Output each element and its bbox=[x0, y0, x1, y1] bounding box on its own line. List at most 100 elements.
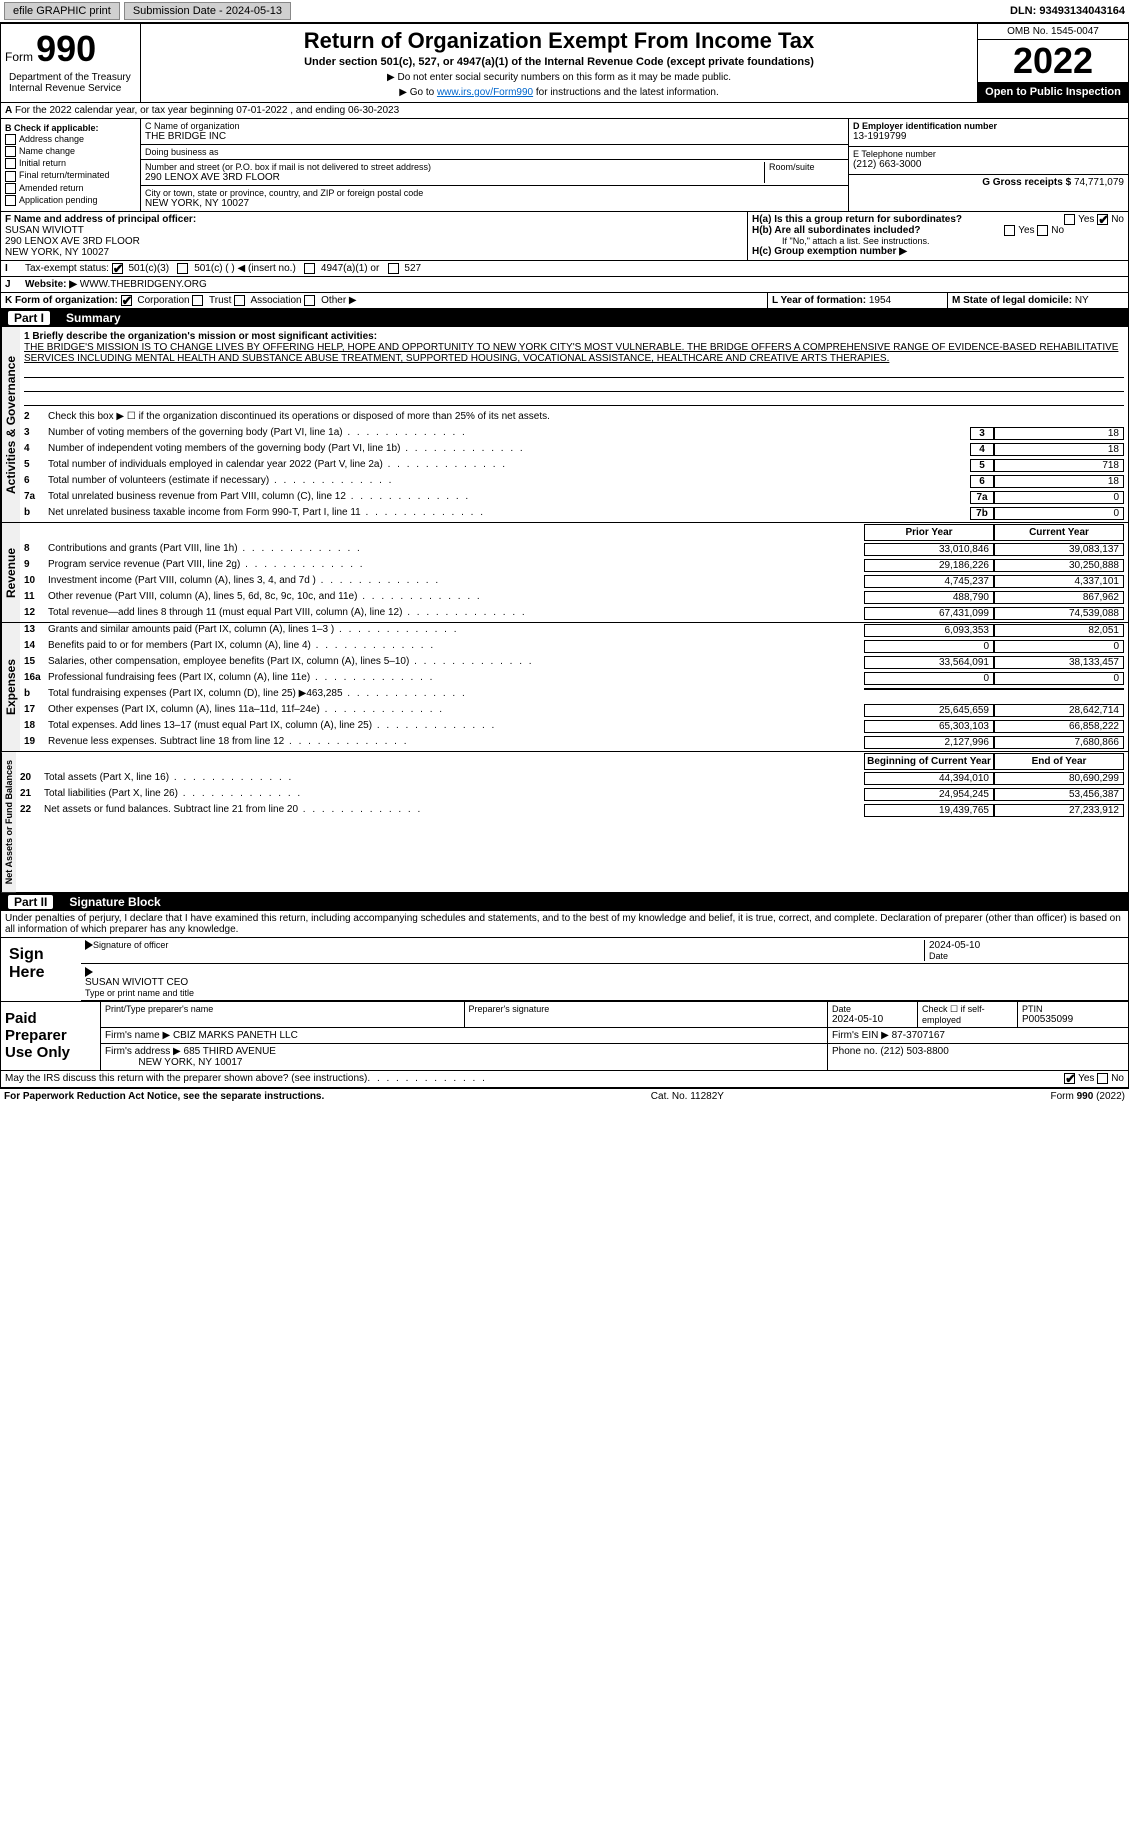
hb-note: If "No," attach a list. See instructions… bbox=[752, 236, 1124, 246]
addr-label: Number and street (or P.O. box if mail i… bbox=[145, 162, 764, 172]
chk-application-pending[interactable]: Application pending bbox=[5, 195, 136, 206]
phone-label: E Telephone number bbox=[853, 149, 1124, 159]
omb-number: OMB No. 1545-0047 bbox=[978, 24, 1128, 40]
penalties-text: Under penalties of perjury, I declare th… bbox=[0, 911, 1129, 938]
gross-receipts-value: 74,771,079 bbox=[1074, 177, 1124, 188]
self-employed-label: Check ☐ if self-employed bbox=[922, 1004, 1013, 1025]
year-formation-value: 1954 bbox=[869, 295, 891, 306]
chk-501c[interactable] bbox=[177, 263, 188, 274]
chk-other[interactable] bbox=[304, 295, 315, 306]
note2-pre: ▶ Go to bbox=[399, 87, 437, 98]
chk-amended-return[interactable]: Amended return bbox=[5, 183, 136, 194]
irs-link[interactable]: www.irs.gov/Form990 bbox=[437, 87, 533, 98]
row-i: I Tax-exempt status: 501(c)(3) 501(c) ( … bbox=[0, 261, 1129, 277]
may-irs-yes[interactable] bbox=[1064, 1073, 1075, 1084]
gov-line: 4Number of independent voting members of… bbox=[20, 442, 1128, 458]
box-deg: D Employer identification number 13-1919… bbox=[848, 119, 1128, 211]
open-to-public: Open to Public Inspection bbox=[978, 82, 1128, 102]
hb-label: H(b) Are all subordinates included? bbox=[752, 225, 921, 236]
footer-right: Form 990 (2022) bbox=[1051, 1091, 1126, 1102]
footer-left: For Paperwork Reduction Act Notice, see … bbox=[4, 1091, 324, 1102]
firm-phone-label: Phone no. bbox=[832, 1046, 878, 1057]
chk-corporation[interactable] bbox=[121, 295, 132, 306]
website-value: WWW.THEBRIDGENY.ORG bbox=[80, 279, 207, 290]
chk-527[interactable] bbox=[388, 263, 399, 274]
sig-officer-label: Signature of officer bbox=[93, 940, 924, 950]
submission-date-badge: Submission Date - 2024-05-13 bbox=[124, 2, 291, 20]
sign-here-label: Sign Here bbox=[1, 938, 81, 1001]
prep-date-label: Date bbox=[832, 1004, 913, 1014]
hdr-current-year: Current Year bbox=[994, 524, 1124, 541]
sig-name-label: Type or print name and title bbox=[85, 988, 1124, 998]
officer-addr1: 290 LENOX AVE 3RD FLOOR bbox=[5, 236, 743, 247]
part-2-header: Part II Signature Block bbox=[0, 893, 1129, 911]
hdr-beginning-year: Beginning of Current Year bbox=[864, 753, 994, 770]
officer-addr2: NEW YORK, NY 10027 bbox=[5, 247, 743, 258]
page-footer: For Paperwork Reduction Act Notice, see … bbox=[0, 1088, 1129, 1104]
box-c: C Name of organization THE BRIDGE INC Do… bbox=[141, 119, 848, 211]
mission-text: THE BRIDGE'S MISSION IS TO CHANGE LIVES … bbox=[24, 342, 1124, 364]
year-formation-label: L Year of formation: bbox=[772, 295, 866, 306]
chk-501c3[interactable] bbox=[112, 263, 123, 274]
hb-no-checkbox[interactable] bbox=[1037, 225, 1048, 236]
part-2-num: Part II bbox=[8, 895, 53, 909]
phone-value: (212) 663-3000 bbox=[853, 159, 1124, 170]
box-b-label: B Check if applicable: bbox=[5, 123, 136, 133]
chk-4947[interactable] bbox=[304, 263, 315, 274]
chk-initial-return[interactable]: Initial return bbox=[5, 158, 136, 169]
form-label: Form bbox=[5, 50, 33, 64]
row-j: J Website: ▶ WWW.THEBRIDGENY.ORG bbox=[0, 277, 1129, 293]
box-b: B Check if applicable: Address change Na… bbox=[1, 119, 141, 211]
form-number: 990 bbox=[36, 28, 96, 69]
chk-address-change[interactable]: Address change bbox=[5, 134, 136, 145]
ptin-label: PTIN bbox=[1022, 1004, 1124, 1014]
form-org-label: K Form of organization: bbox=[5, 295, 118, 306]
chk-association[interactable] bbox=[234, 295, 245, 306]
prep-name-label: Print/Type preparer's name bbox=[105, 1004, 460, 1014]
data-line: 21Total liabilities (Part X, line 26)24,… bbox=[16, 787, 1128, 803]
gov-line: 6Total number of volunteers (estimate if… bbox=[20, 474, 1128, 490]
net-assets-section: Net Assets or Fund Balances Beginning of… bbox=[0, 752, 1129, 893]
row-klm: K Form of organization: Corporation Trus… bbox=[0, 293, 1129, 309]
data-line: 16aProfessional fundraising fees (Part I… bbox=[20, 671, 1128, 687]
part-1-header: Part I Summary bbox=[0, 309, 1129, 327]
form-note-2: ▶ Go to www.irs.gov/Form990 for instruct… bbox=[145, 87, 973, 98]
chk-name-change[interactable]: Name change bbox=[5, 146, 136, 157]
vtab-expenses: Expenses bbox=[1, 623, 20, 751]
firm-addr2: NEW YORK, NY 10017 bbox=[138, 1057, 242, 1068]
data-line: 17Other expenses (Part IX, column (A), l… bbox=[20, 703, 1128, 719]
ha-no-checkbox[interactable] bbox=[1097, 214, 1108, 225]
prep-date-value: 2024-05-10 bbox=[832, 1014, 913, 1025]
part-1-num: Part I bbox=[8, 311, 50, 325]
officer-name: SUSAN WIVIOTT bbox=[5, 225, 743, 236]
ein-label: D Employer identification number bbox=[853, 121, 1124, 131]
may-irs-text: May the IRS discuss this return with the… bbox=[5, 1073, 367, 1084]
sign-here-block: Sign Here Signature of officer 2024-05-1… bbox=[0, 938, 1129, 1002]
expenses-section: Expenses 13Grants and similar amounts pa… bbox=[0, 623, 1129, 752]
row-a-tax-year: A For the 2022 calendar year, or tax yea… bbox=[0, 103, 1129, 119]
data-line: bTotal fundraising expenses (Part IX, co… bbox=[20, 687, 1128, 703]
dba-label: Doing business as bbox=[145, 147, 844, 157]
ptin-value: P00535099 bbox=[1022, 1014, 1124, 1025]
addr-value: 290 LENOX AVE 3RD FLOOR bbox=[145, 172, 764, 183]
chk-final-return[interactable]: Final return/terminated bbox=[5, 170, 136, 181]
firm-name-label: Firm's name ▶ bbox=[105, 1030, 170, 1041]
may-irs-no[interactable] bbox=[1097, 1073, 1108, 1084]
dept-label: Department of the Treasury Internal Reve… bbox=[5, 70, 136, 96]
org-name: THE BRIDGE INC bbox=[145, 131, 844, 142]
firm-addr-label: Firm's address ▶ bbox=[105, 1046, 181, 1057]
ein-value: 13-1919799 bbox=[853, 131, 1124, 142]
ha-yes-checkbox[interactable] bbox=[1064, 214, 1075, 225]
chk-trust[interactable] bbox=[192, 295, 203, 306]
hdr-end-year: End of Year bbox=[994, 753, 1124, 770]
hdr-prior-year: Prior Year bbox=[864, 524, 994, 541]
identity-section: B Check if applicable: Address change Na… bbox=[0, 119, 1129, 212]
form-subtitle: Under section 501(c), 527, or 4947(a)(1)… bbox=[145, 56, 973, 68]
arrow-icon bbox=[85, 940, 93, 950]
note2-post: for instructions and the latest informat… bbox=[533, 87, 719, 98]
part-1-title: Summary bbox=[66, 311, 121, 325]
hb-yes-checkbox[interactable] bbox=[1004, 225, 1015, 236]
data-line: 20Total assets (Part X, line 16)44,394,0… bbox=[16, 771, 1128, 787]
mission-question: 1 Briefly describe the organization's mi… bbox=[24, 331, 1124, 342]
row-f-h: F Name and address of principal officer:… bbox=[0, 212, 1129, 261]
